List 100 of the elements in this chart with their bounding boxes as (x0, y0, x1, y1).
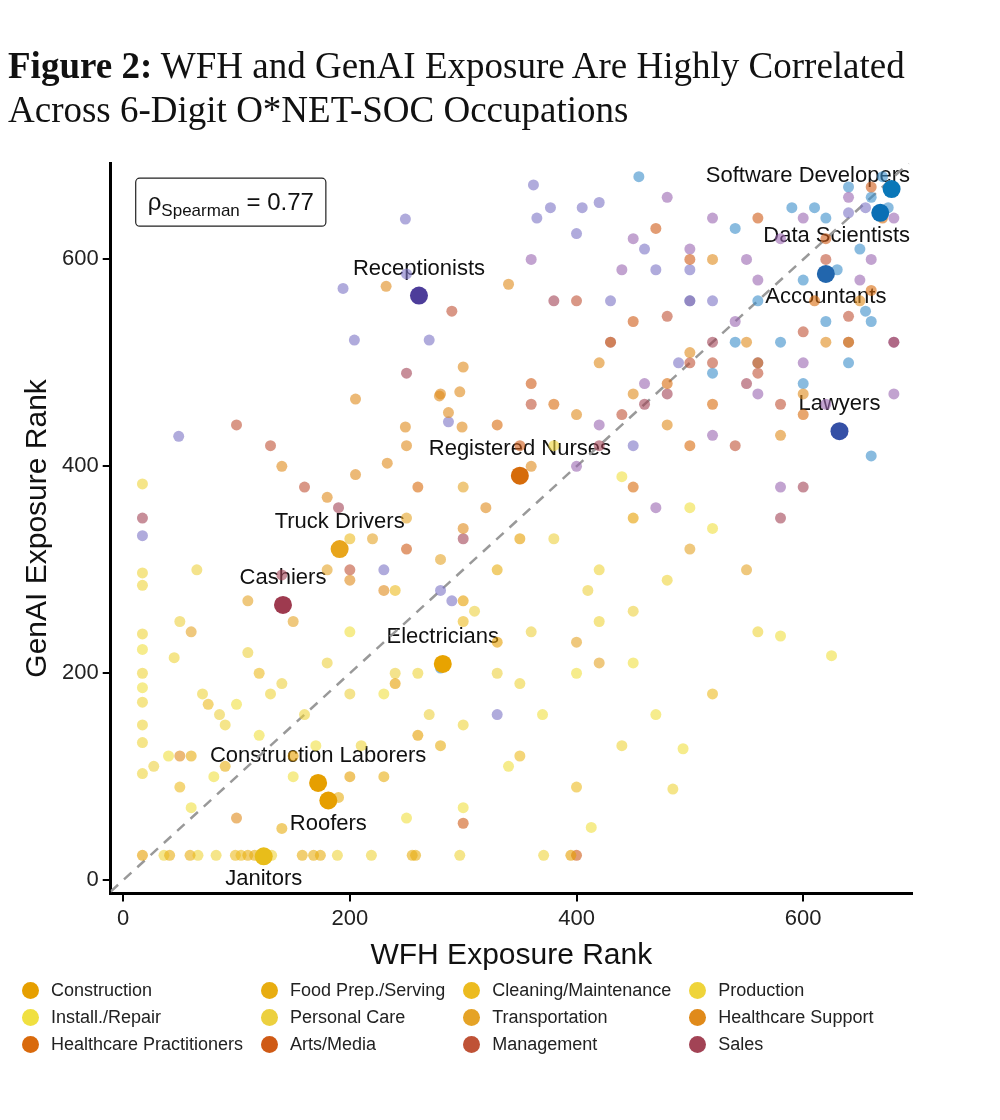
point (571, 228, 583, 240)
point (775, 336, 787, 348)
point (163, 750, 175, 762)
point (571, 295, 583, 307)
point (337, 282, 349, 294)
point (707, 398, 719, 410)
point (423, 709, 435, 721)
point (548, 533, 560, 545)
point (786, 202, 798, 214)
point (865, 191, 877, 203)
point (661, 388, 673, 400)
point (412, 729, 424, 741)
point (174, 616, 186, 628)
point (797, 212, 809, 224)
point (605, 295, 617, 307)
point (253, 667, 265, 679)
point (242, 595, 254, 607)
point (435, 740, 447, 752)
point (707, 522, 719, 534)
point (299, 709, 311, 721)
point (173, 430, 185, 442)
point (775, 429, 787, 441)
point (299, 481, 311, 493)
point (616, 264, 628, 276)
point (191, 564, 203, 576)
point (136, 667, 148, 679)
point (435, 584, 447, 596)
point (538, 849, 550, 861)
point (314, 849, 326, 861)
point (344, 574, 356, 586)
point (389, 678, 401, 690)
legend-label: Sales (718, 1034, 764, 1055)
point (412, 667, 424, 679)
point (185, 626, 197, 638)
point (433, 654, 452, 673)
point (350, 469, 362, 481)
x-tick-label: 600 (784, 904, 822, 930)
point (185, 802, 197, 814)
point (136, 719, 148, 731)
point (202, 698, 214, 710)
point (627, 388, 639, 400)
point (677, 743, 689, 755)
point (809, 202, 821, 214)
point (344, 626, 356, 638)
point (454, 849, 466, 861)
point (469, 605, 481, 617)
point (627, 605, 639, 617)
point (525, 378, 537, 390)
x-tick-label: 200 (331, 904, 369, 930)
point (442, 407, 454, 419)
point (287, 771, 299, 783)
point (514, 678, 526, 690)
point (576, 202, 588, 214)
point (446, 305, 458, 317)
point (378, 688, 390, 700)
point (514, 750, 526, 762)
point (136, 567, 148, 579)
point (350, 393, 362, 405)
point (231, 698, 243, 710)
legend-label: Healthcare Practitioners (51, 1034, 244, 1055)
point (457, 802, 469, 814)
point (276, 460, 288, 472)
point (707, 336, 719, 348)
legend-label: Cleaning/Maintenance (492, 980, 672, 1001)
point (797, 378, 809, 390)
point (148, 760, 160, 772)
point (775, 630, 787, 642)
point (214, 709, 226, 721)
point (684, 253, 696, 265)
point (164, 849, 176, 861)
y-tick-label: 200 (61, 659, 99, 685)
point (544, 202, 556, 214)
annotation: Data Scientists (763, 221, 911, 247)
point (684, 502, 696, 514)
point (435, 553, 447, 565)
point (593, 419, 605, 431)
point (571, 409, 583, 421)
point (309, 773, 328, 792)
point (136, 696, 148, 708)
point (684, 264, 696, 276)
point (531, 212, 543, 224)
x-tick-label: 400 (558, 904, 595, 930)
point (525, 460, 537, 472)
point (707, 253, 719, 265)
legend-label: Healthcare Support (718, 1007, 874, 1028)
point (707, 295, 719, 307)
point (729, 315, 741, 327)
point (367, 533, 379, 545)
point (136, 530, 148, 542)
point (639, 378, 651, 390)
point (136, 643, 148, 655)
annotation: Receptionists (352, 254, 486, 280)
point (843, 191, 855, 203)
point (684, 440, 696, 452)
point (650, 264, 662, 276)
point (399, 213, 411, 225)
point (820, 336, 832, 348)
point (136, 579, 148, 591)
point (729, 440, 741, 452)
point (571, 667, 583, 679)
